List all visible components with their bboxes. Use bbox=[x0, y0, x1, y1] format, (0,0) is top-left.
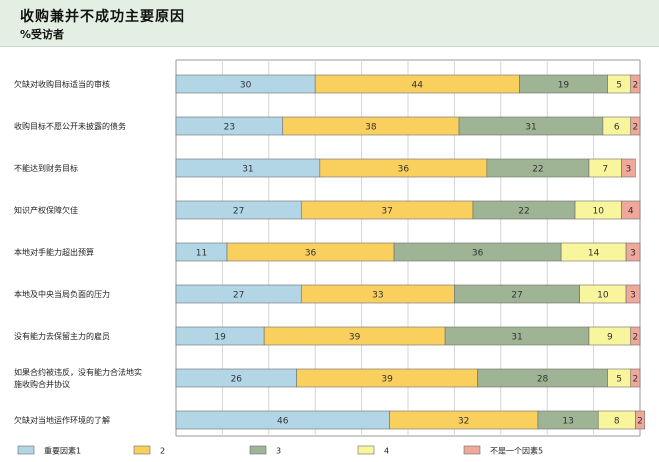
legend-label: 重要因素1 bbox=[44, 446, 81, 456]
legend-label: 4 bbox=[384, 447, 389, 456]
data-label: 5 bbox=[616, 81, 622, 91]
data-label: 3 bbox=[630, 249, 636, 259]
bar-segment bbox=[625, 284, 641, 304]
category-label: 如果合约被违反，没有能力合法地实施收购合并协议 bbox=[14, 367, 142, 389]
bar-segment bbox=[621, 158, 636, 178]
legend-label: 3 bbox=[276, 447, 281, 456]
data-label: 27 bbox=[233, 207, 244, 217]
data-label: 10 bbox=[593, 207, 605, 217]
data-label: 2 bbox=[632, 123, 638, 133]
data-label: 28 bbox=[537, 375, 549, 385]
data-label: 2 bbox=[637, 417, 643, 427]
data-label: 11 bbox=[196, 249, 207, 259]
bar-segment bbox=[630, 326, 641, 346]
data-label: 4 bbox=[628, 207, 634, 217]
legend-swatch bbox=[357, 445, 375, 455]
category-label: 欠缺对当地运作环境的了解 bbox=[14, 415, 110, 425]
category-label: 本地对手能力超出预算 bbox=[14, 247, 94, 257]
data-label: 39 bbox=[349, 333, 361, 343]
data-label: 38 bbox=[365, 123, 377, 133]
category-label-line: 没有能力去保留主力的雇员 bbox=[14, 331, 110, 341]
category-label-line: 本地及中央当局负面的压力 bbox=[14, 289, 110, 299]
category-label-line: 知识产权保障欠佳 bbox=[14, 205, 78, 215]
category-label-line: 欠缺对收购目标适当的审核 bbox=[14, 79, 110, 89]
data-label: 8 bbox=[614, 417, 620, 427]
category-label: 知识产权保障欠佳 bbox=[14, 205, 78, 215]
data-label: 6 bbox=[614, 123, 620, 133]
data-label: 2 bbox=[632, 81, 638, 91]
data-label: 19 bbox=[214, 333, 226, 343]
data-label: 14 bbox=[588, 249, 600, 259]
chart-subtitle: %受访者 bbox=[20, 28, 65, 41]
data-label: 22 bbox=[532, 165, 543, 175]
category-label-line: 如果合约被违反，没有能力合法地实 bbox=[14, 367, 142, 377]
data-label: 32 bbox=[458, 417, 469, 427]
category-label-line: 收购目标不愿公开未披露的债务 bbox=[14, 121, 126, 131]
data-label: 2 bbox=[632, 333, 638, 343]
bar-segment bbox=[625, 242, 641, 262]
bar-segment bbox=[630, 368, 641, 388]
bar-segment bbox=[635, 410, 645, 430]
data-label: 26 bbox=[231, 375, 243, 385]
data-label: 27 bbox=[511, 291, 522, 301]
data-label: 3 bbox=[626, 165, 632, 175]
data-label: 30 bbox=[240, 81, 252, 91]
data-label: 7 bbox=[602, 165, 608, 175]
data-label: 31 bbox=[525, 123, 536, 133]
data-label: 31 bbox=[242, 165, 253, 175]
data-label: 2 bbox=[632, 375, 638, 385]
data-label: 36 bbox=[398, 165, 410, 175]
legend-swatch bbox=[133, 445, 151, 455]
chart-title: 收购兼并不成功主要原因 bbox=[20, 9, 185, 25]
chart-header: 收购兼并不成功主要原因 %受访者 bbox=[0, 0, 659, 47]
bar-segment bbox=[630, 116, 641, 136]
category-label-line: 不能达到财务目标 bbox=[14, 163, 78, 173]
category-label-line: 施收购合并协议 bbox=[14, 379, 70, 389]
data-label: 13 bbox=[562, 417, 573, 427]
data-label: 5 bbox=[616, 375, 622, 385]
bar-segment bbox=[621, 200, 641, 220]
legend-swatch bbox=[463, 445, 481, 455]
data-label: 37 bbox=[381, 207, 392, 217]
legend-swatch bbox=[249, 445, 267, 455]
category-label: 收购目标不愿公开未披露的债务 bbox=[14, 121, 126, 131]
data-label: 19 bbox=[558, 81, 570, 91]
data-label: 39 bbox=[381, 375, 393, 385]
category-label: 本地及中央当局负面的压力 bbox=[14, 289, 110, 299]
bar-segment bbox=[630, 74, 641, 94]
category-label-line: 欠缺对当地运作环境的了解 bbox=[14, 415, 110, 425]
data-label: 36 bbox=[305, 249, 317, 259]
legend-label: 不是一个因素5 bbox=[490, 446, 543, 456]
data-label: 44 bbox=[412, 81, 424, 91]
category-label: 欠缺对收购目标适当的审核 bbox=[14, 79, 110, 89]
category-label-line: 本地对手能力超出预算 bbox=[14, 247, 94, 257]
legend-swatch bbox=[17, 445, 35, 455]
data-label: 46 bbox=[277, 417, 289, 427]
category-label: 没有能力去保留主力的雇员 bbox=[14, 331, 110, 341]
data-label: 27 bbox=[233, 291, 244, 301]
data-label: 22 bbox=[518, 207, 529, 217]
legend-label: 2 bbox=[160, 447, 165, 456]
data-label: 23 bbox=[224, 123, 235, 133]
data-label: 31 bbox=[511, 333, 522, 343]
category-label: 不能达到财务目标 bbox=[14, 163, 78, 173]
data-label: 33 bbox=[372, 291, 383, 301]
data-label: 9 bbox=[607, 333, 613, 343]
data-label: 10 bbox=[597, 291, 609, 301]
data-label: 36 bbox=[472, 249, 484, 259]
data-label: 3 bbox=[630, 291, 636, 301]
